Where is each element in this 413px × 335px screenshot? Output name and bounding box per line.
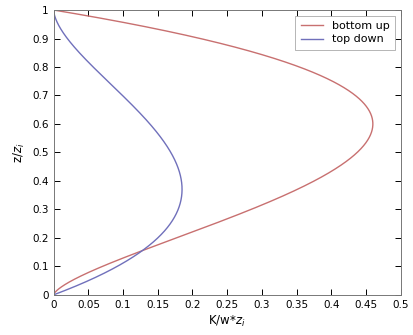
- top down: [53, 16, 58, 20]
- bottom up: [70, 278, 75, 282]
- top down: [94, 69, 99, 73]
- top down: [174, 162, 179, 166]
- bottom up: [340, 162, 345, 166]
- top down: [53, 16, 58, 20]
- bottom up: [306, 69, 311, 73]
- Y-axis label: z/$z_i$: z/$z_i$: [12, 142, 27, 163]
- top down: [51, 8, 56, 12]
- bottom up: [100, 16, 104, 20]
- top down: [87, 278, 92, 282]
- Legend: bottom up, top down: bottom up, top down: [295, 16, 395, 50]
- bottom up: [51, 8, 56, 12]
- Line: top down: top down: [54, 10, 182, 295]
- X-axis label: K/w*$z_i$: K/w*$z_i$: [209, 314, 246, 329]
- top down: [51, 293, 56, 297]
- top down: [171, 154, 176, 158]
- Line: bottom up: bottom up: [54, 10, 373, 295]
- bottom up: [350, 154, 355, 158]
- bottom up: [51, 293, 56, 297]
- bottom up: [99, 16, 104, 20]
